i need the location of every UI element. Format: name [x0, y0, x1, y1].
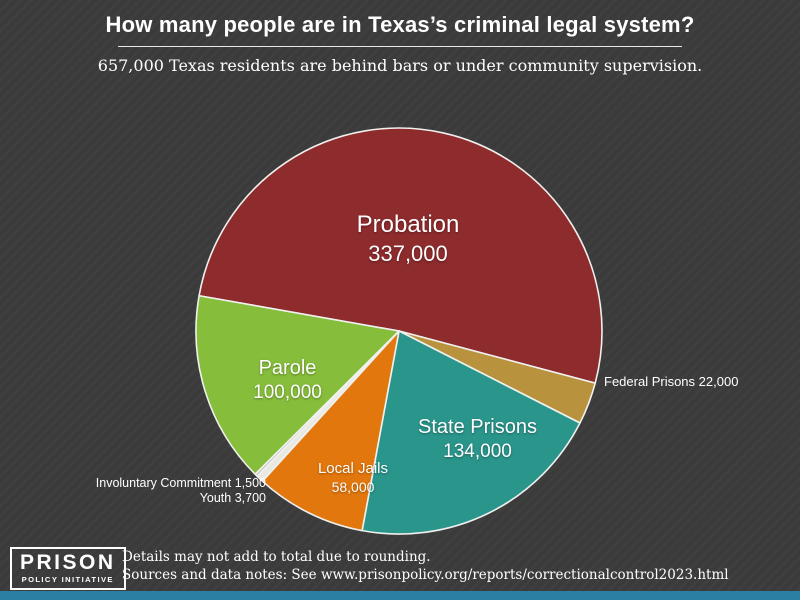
slice-value: 337,000 — [368, 241, 448, 266]
footer-note: Details may not add to total due to roun… — [122, 549, 431, 565]
slice-value: 100,000 — [253, 382, 322, 403]
logo-line2: POLICY INITIATIVE — [21, 575, 114, 584]
slice-name: State Prisons — [418, 416, 537, 438]
slice-value: 134,000 — [443, 441, 512, 462]
pie-slice-probation — [198, 127, 603, 384]
title-underline — [118, 46, 682, 47]
slice-name: Parole — [258, 357, 317, 379]
slice-name: Federal Prisons — [604, 374, 696, 389]
slice-label-youth: Youth 3,700 — [40, 491, 266, 506]
slice-label-local-jails: Local Jails 58,000 — [283, 460, 423, 496]
slice-label-parole: Parole 100,000 — [205, 356, 370, 405]
page-title: How many people are in Texas’s criminal … — [105, 12, 695, 37]
slice-value: 58,000 — [331, 478, 375, 495]
slice-name: Youth — [199, 491, 232, 506]
slice-label-involuntary-commitment: Involuntary Commitment 1,500 — [40, 476, 266, 491]
bottom-accent-bar — [0, 591, 800, 600]
slice-labels-small: Involuntary Commitment 1,500 Youth 3,700 — [40, 476, 266, 507]
slice-value: 1,500 — [234, 476, 266, 490]
subtitle: 657,000 Texas residents are behind bars … — [97, 56, 703, 75]
footer-sources: Sources and data notes: See www.prisonpo… — [122, 566, 729, 583]
slice-name: Local Jails — [317, 460, 389, 477]
slice-value: 3,700 — [234, 491, 266, 506]
slice-name: Probation — [356, 211, 460, 238]
pie-slice-parole — [195, 294, 400, 475]
slice-label-federal-prisons: Federal Prisons 22,000 — [604, 374, 738, 389]
slice-value: 22,000 — [698, 374, 739, 389]
slice-label-probation: Probation 337,000 — [303, 210, 513, 268]
prison-policy-initiative-logo: PRISON POLICY INITIATIVE — [10, 547, 126, 590]
footer-text: Details may not add to total due to roun… — [122, 549, 729, 584]
slice-label-state-prisons: State Prisons 134,000 — [375, 415, 580, 464]
slice-name: Involuntary Commitment — [95, 476, 232, 490]
pie-slice-local-jails — [261, 330, 400, 532]
pie-slice-state-prisons — [361, 330, 581, 535]
logo-line1: PRISON — [20, 551, 116, 574]
